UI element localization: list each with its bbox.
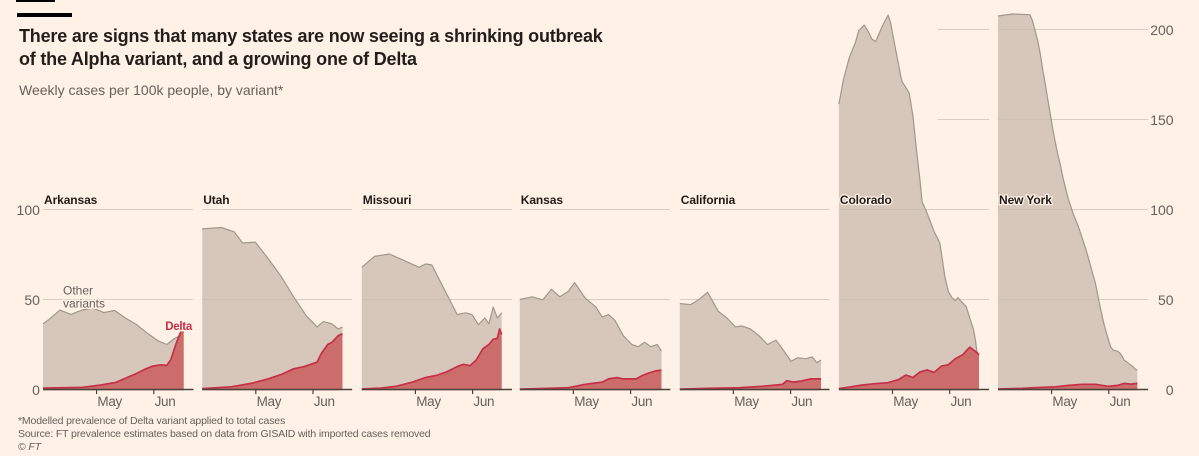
svg-text:May: May [734,394,759,409]
svg-text:New York: New York [999,193,1052,207]
svg-text:Other: Other [63,284,93,298]
svg-text:Jun: Jun [473,394,494,409]
svg-text:May: May [257,394,282,409]
svg-text:variants: variants [63,297,105,311]
svg-text:Delta: Delta [165,321,193,333]
svg-text:50: 50 [24,292,40,308]
svg-text:0: 0 [32,382,40,398]
svg-text:California: California [681,193,736,207]
svg-text:Jun: Jun [155,394,176,409]
svg-text:May: May [893,394,918,409]
svg-text:May: May [97,394,122,409]
svg-text:Colorado: Colorado [840,193,892,207]
svg-text:200: 200 [1150,22,1174,38]
svg-text:Utah: Utah [203,193,229,207]
svg-text:Arkansas: Arkansas [44,193,98,207]
svg-text:May: May [1052,394,1077,409]
svg-text:May: May [574,394,599,409]
svg-text:150: 150 [1150,112,1174,128]
svg-text:Jun: Jun [1110,394,1131,409]
svg-text:Jun: Jun [791,394,812,409]
svg-text:Jun: Jun [314,394,335,409]
svg-text:100: 100 [1150,202,1174,218]
svg-text:May: May [416,394,441,409]
svg-text:Kansas: Kansas [521,193,564,207]
svg-text:Jun: Jun [951,394,972,409]
svg-text:Jun: Jun [631,394,652,409]
svg-text:50: 50 [1158,292,1174,308]
svg-text:100: 100 [17,202,41,218]
svg-text:0: 0 [1166,382,1174,398]
svg-text:Missouri: Missouri [363,193,412,207]
